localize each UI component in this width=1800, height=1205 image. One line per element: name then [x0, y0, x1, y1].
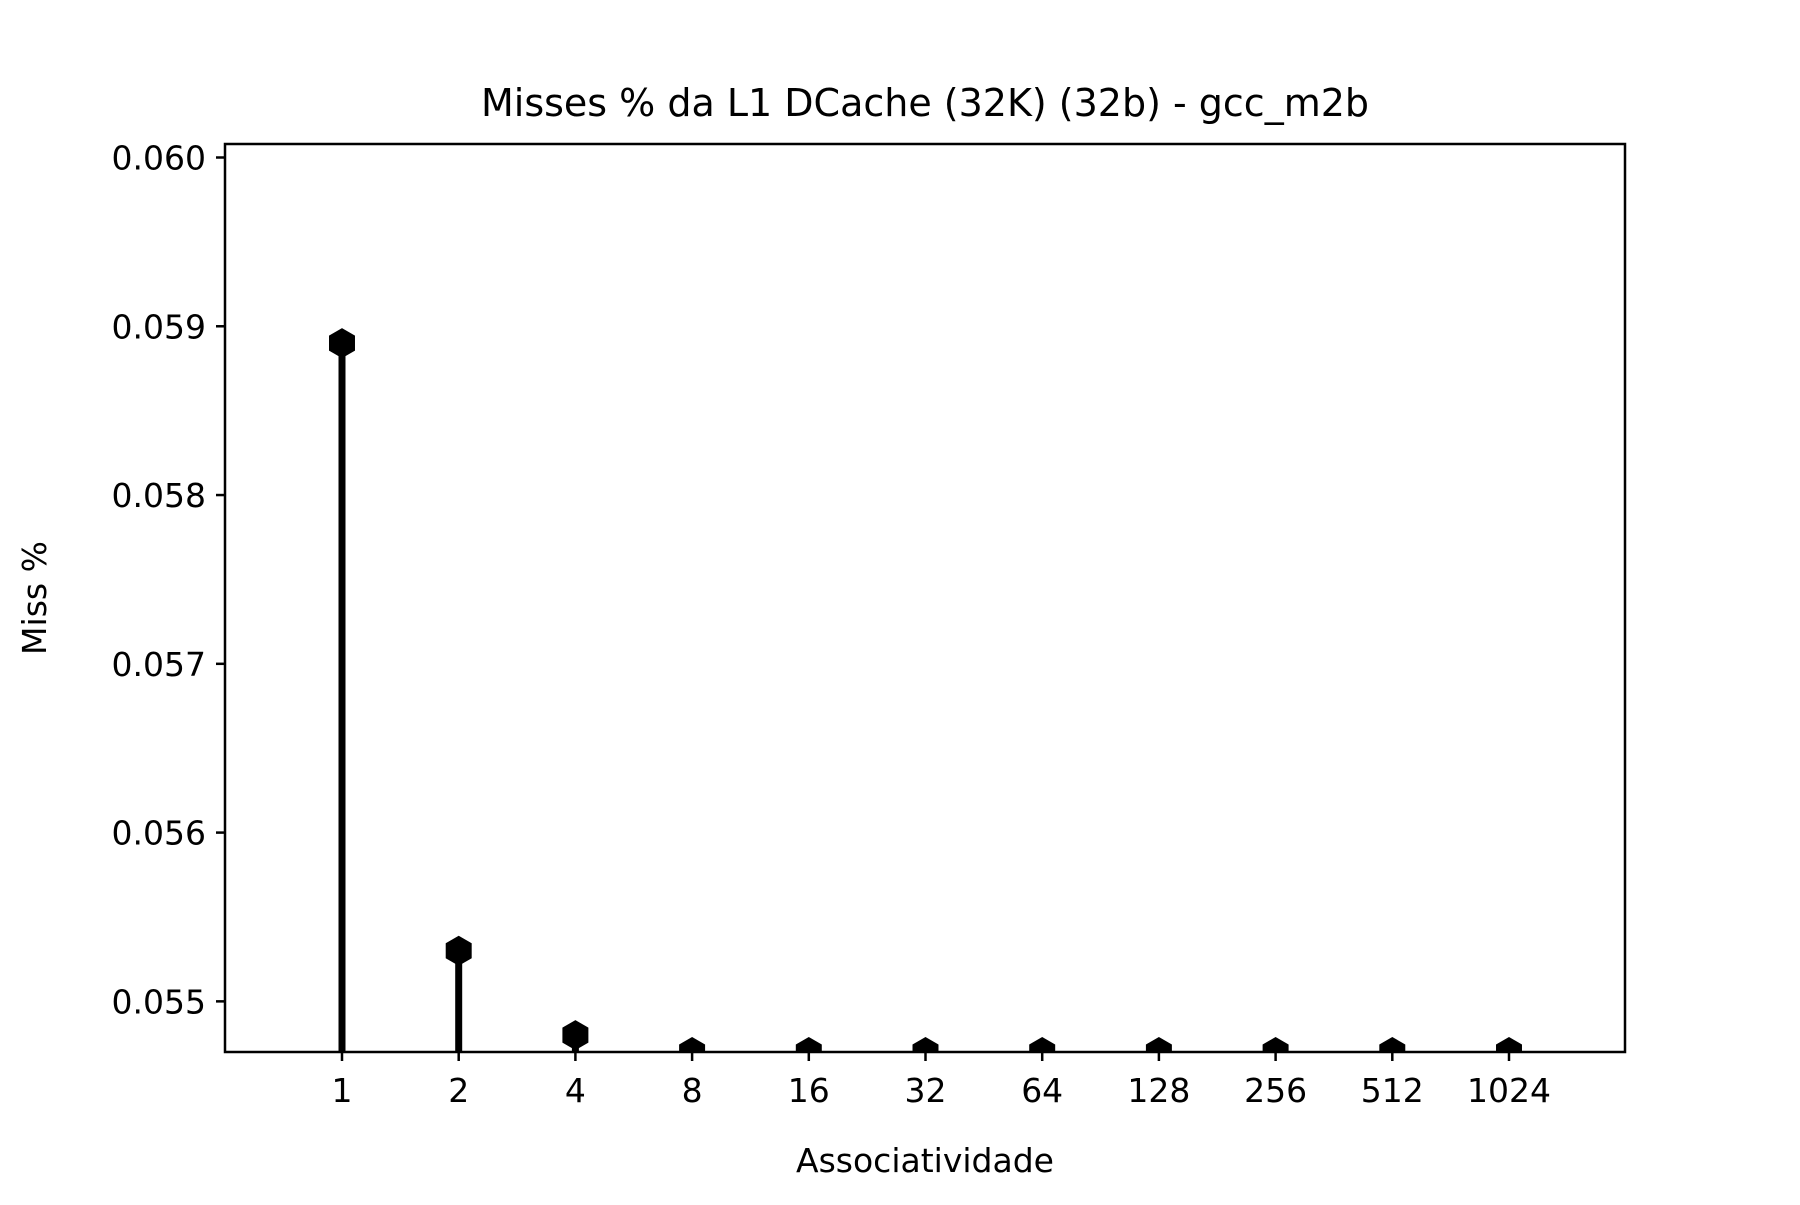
x-tick-label: 64: [1021, 1071, 1063, 1110]
y-axis-label: Miss %: [15, 541, 54, 655]
data-point-marker: [1145, 1037, 1172, 1052]
data-point-marker: [912, 1037, 939, 1052]
y-axis: 0.055 0.056 0.057 0.058 0.059 0.060: [112, 139, 225, 1021]
y-tick-label: 0.057: [112, 645, 206, 684]
y-tick-label: 0.056: [112, 814, 206, 853]
stem-markers: [329, 328, 1522, 1052]
data-point-marker: [1496, 1037, 1522, 1052]
plot-frame: [223, 142, 1627, 1054]
data-point-marker: [679, 1037, 706, 1052]
data-point-marker: [1029, 1037, 1056, 1052]
x-tick-label: 8: [682, 1071, 703, 1110]
x-tick-label: 4: [565, 1071, 586, 1110]
x-tick-label: 16: [788, 1071, 830, 1110]
x-tick-label: 256: [1244, 1071, 1307, 1110]
x-tick-label: 2: [448, 1071, 469, 1110]
stem-series: [329, 328, 1522, 1052]
x-tick-label: 1: [332, 1071, 353, 1110]
x-tick-label: 1024: [1467, 1071, 1551, 1110]
chart-title: Misses % da L1 DCache (32K) (32b) - gcc_…: [481, 81, 1369, 125]
x-axis: 1 2 4 8 16 32 64 128 256 512 1024: [332, 1052, 1551, 1110]
y-tick-label: 0.058: [112, 476, 206, 515]
data-point-marker: [795, 1037, 822, 1052]
data-point-marker: [562, 1020, 589, 1051]
data-point-marker: [1379, 1037, 1406, 1052]
y-tick-label: 0.059: [112, 307, 206, 346]
data-point-marker: [329, 328, 355, 359]
y-tick-label: 0.060: [112, 139, 206, 178]
x-axis-label: Associatividade: [796, 1141, 1054, 1180]
x-tick-label: 128: [1127, 1071, 1190, 1110]
x-tick-label: 512: [1361, 1071, 1424, 1110]
y-tick-label: 0.055: [112, 982, 206, 1021]
x-tick-label: 32: [905, 1071, 947, 1110]
data-point-marker: [445, 935, 472, 966]
data-point-marker: [1262, 1037, 1289, 1052]
